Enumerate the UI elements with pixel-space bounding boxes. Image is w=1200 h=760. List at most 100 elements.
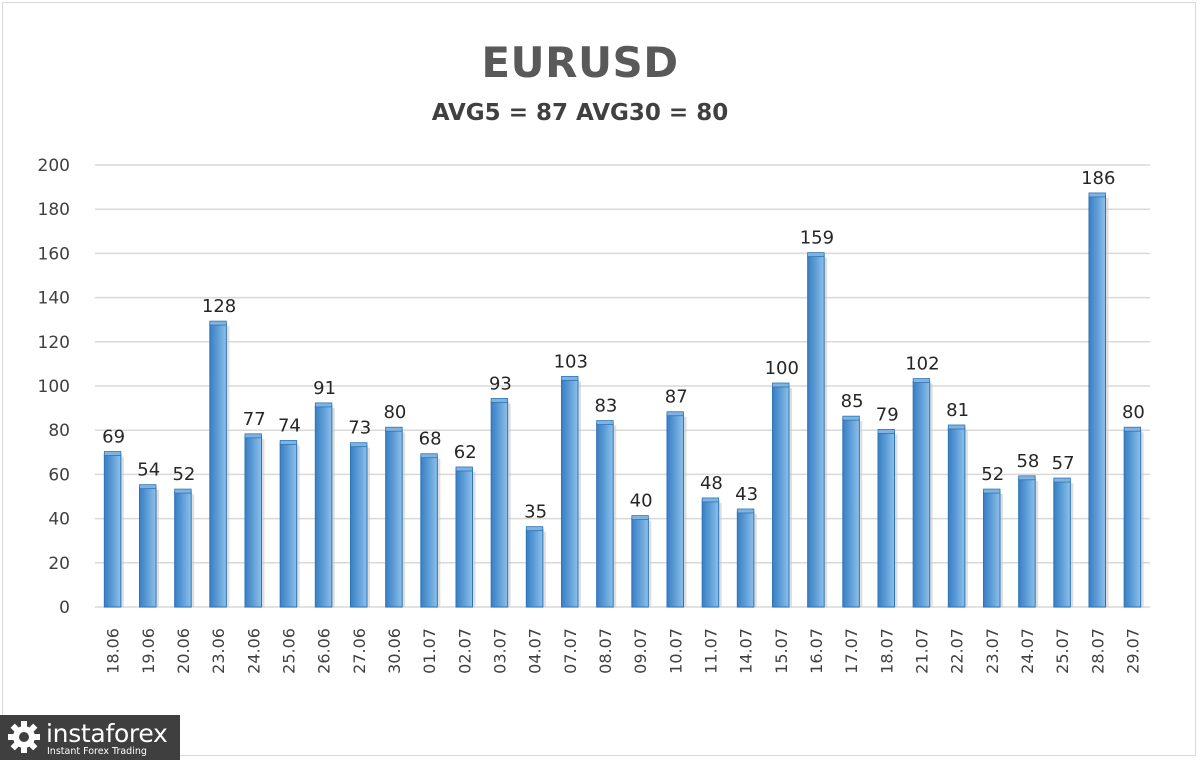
bar-top [912, 378, 931, 383]
x-tick-label: 29.07 [1123, 628, 1142, 674]
bar [596, 423, 614, 608]
y-tick-label: 80 [48, 421, 70, 441]
bar [1018, 478, 1036, 608]
logo-name: instaforex [46, 719, 168, 748]
bar-top [596, 420, 614, 425]
bar-top [279, 440, 298, 445]
bar-top [1053, 477, 1071, 483]
x-tick-label: 17.07 [842, 628, 861, 674]
x-tick-label: 25.07 [1053, 628, 1072, 674]
y-tick-label: 0 [59, 598, 70, 618]
bar-top [1088, 192, 1106, 198]
bar [1123, 429, 1142, 608]
x-tick-label: 26.06 [315, 628, 334, 674]
x-tick-label: 30.06 [385, 628, 404, 674]
bar [1053, 480, 1071, 608]
x-tick-label: 11.07 [701, 628, 720, 674]
bar [631, 518, 649, 608]
bar-top [209, 320, 227, 326]
bar-top [350, 442, 368, 448]
data-label: 159 [800, 228, 834, 249]
data-label: 69 [102, 427, 125, 448]
data-label: 128 [202, 296, 236, 317]
bar-top [1018, 475, 1036, 481]
x-tick-label: 14.07 [737, 628, 756, 674]
x-tick-label: 24.07 [1018, 628, 1037, 674]
bar-top [842, 415, 860, 421]
bar [1088, 195, 1107, 608]
bar [736, 511, 755, 608]
x-tick-label: 19.06 [139, 628, 158, 674]
bar-top [525, 526, 544, 532]
chart-title: EURUSD [481, 38, 679, 87]
bar [314, 405, 333, 608]
bar [666, 414, 685, 608]
data-label: 52 [981, 464, 1004, 485]
y-tick-label: 60 [48, 465, 70, 485]
x-tick-label: 22.07 [948, 628, 967, 674]
bar-top [736, 508, 755, 514]
x-tick-label: 10.07 [666, 628, 685, 674]
y-tick-label: 140 [38, 289, 70, 309]
bar-top [947, 424, 966, 430]
x-tick-label: 20.06 [174, 628, 193, 674]
bar-top [139, 484, 157, 490]
data-label: 58 [1016, 451, 1039, 472]
data-label: 81 [946, 400, 969, 421]
bar [490, 400, 509, 608]
bar-top [807, 252, 825, 258]
bar [525, 529, 544, 608]
bar-top [103, 451, 122, 456]
data-label: 100 [765, 358, 799, 379]
chart-subtitle: AVG5 = 87 AVG30 = 80 [431, 100, 729, 126]
bar-top [701, 497, 720, 503]
bar [420, 456, 438, 608]
bar-top [314, 402, 333, 408]
data-label: 102 [905, 354, 939, 375]
y-tick-label: 20 [48, 554, 70, 574]
bar-top [1123, 426, 1142, 432]
x-tick-label: 09.07 [631, 628, 650, 674]
data-label: 54 [137, 460, 160, 481]
x-tick-label: 18.07 [877, 628, 896, 674]
data-label: 68 [419, 429, 442, 450]
bar [771, 385, 790, 608]
y-tick-label: 160 [38, 244, 70, 264]
y-tick-label: 40 [48, 510, 70, 530]
data-label: 62 [454, 442, 477, 463]
x-tick-label: 04.07 [526, 628, 545, 674]
bar [385, 429, 403, 608]
bar [349, 445, 368, 608]
data-label: 91 [313, 378, 336, 399]
bar-top [877, 429, 895, 434]
bar [560, 378, 579, 608]
y-tick-label: 180 [38, 200, 70, 220]
bar [912, 381, 931, 608]
data-label: 79 [876, 404, 899, 425]
x-tick-label: 01.07 [420, 628, 439, 674]
y-tick-label: 120 [38, 333, 70, 353]
x-tick-label: 02.07 [455, 628, 474, 674]
data-label: 103 [554, 351, 588, 372]
x-tick-label: 28.07 [1088, 628, 1107, 674]
x-tick-label: 08.07 [596, 628, 615, 674]
data-label: 48 [700, 473, 723, 494]
bar-top [631, 515, 649, 520]
data-label: 80 [383, 402, 406, 423]
bar [244, 436, 263, 608]
y-tick-label: 100 [38, 377, 70, 397]
x-tick-label: 25.06 [279, 628, 298, 674]
y-tick-label: 200 [38, 156, 70, 176]
bar [279, 442, 298, 608]
data-label: 43 [735, 484, 758, 505]
x-tick-label: 27.06 [350, 628, 369, 674]
x-tick-label: 21.07 [912, 628, 931, 674]
data-label: 57 [1052, 453, 1075, 474]
bar-top [455, 466, 473, 472]
bar-top [420, 453, 438, 459]
bar-top [490, 398, 509, 403]
bar-top [244, 433, 262, 439]
x-tick-label: 24.06 [244, 628, 263, 674]
